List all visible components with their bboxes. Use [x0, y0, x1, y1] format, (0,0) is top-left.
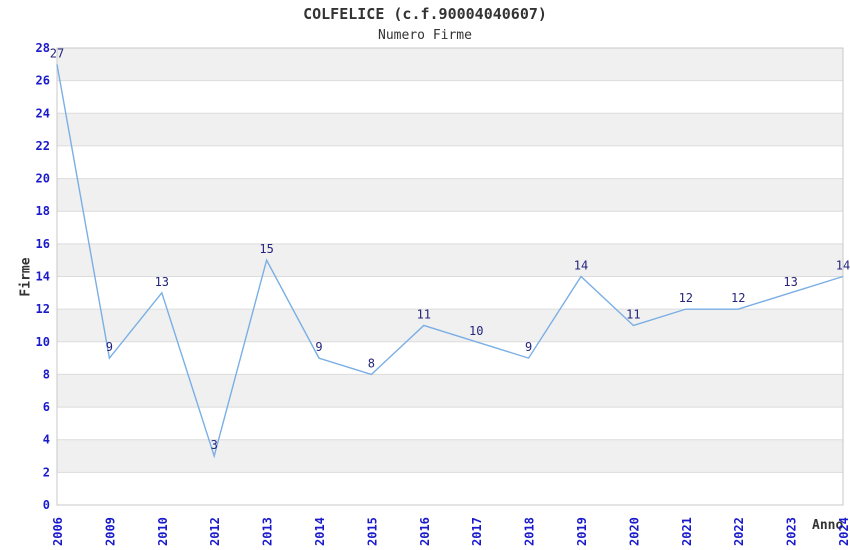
y-tick-label: 0	[43, 498, 50, 512]
data-point-label: 9	[315, 340, 322, 354]
data-point-label: 14	[836, 259, 850, 273]
y-tick-label: 6	[43, 400, 50, 414]
data-point-label: 11	[417, 307, 431, 321]
plot-band	[57, 113, 843, 146]
plot-band	[57, 48, 843, 81]
x-tick-label: 2018	[523, 517, 537, 546]
chart-title: COLFELICE (c.f.90004040607)	[303, 5, 547, 23]
data-point-label: 9	[525, 340, 532, 354]
x-tick-label: 2012	[208, 517, 222, 546]
plot-band	[57, 374, 843, 408]
x-tick-label: 2006	[51, 517, 65, 546]
data-point-label: 15	[259, 242, 273, 256]
y-tick-label: 24	[36, 106, 50, 120]
y-tick-label: 22	[36, 139, 50, 153]
x-tick-label: 2024	[837, 517, 850, 546]
y-tick-label: 8	[43, 367, 50, 381]
data-line	[56, 64, 844, 459]
plot-band	[57, 243, 843, 277]
x-tick-label: 2013	[261, 517, 275, 546]
data-point-label: 27	[50, 46, 64, 60]
data-point-label: 10	[469, 324, 483, 338]
y-tick-label: 18	[36, 204, 50, 218]
x-tick-label: 2022	[732, 517, 746, 546]
y-tick-label: 28	[36, 41, 50, 55]
data-point-label: 3	[211, 438, 218, 452]
data-point-label: 13	[783, 275, 797, 289]
x-tick-label: 2021	[680, 517, 694, 546]
x-tick-label: 2014	[313, 517, 327, 546]
chart-subtitle: Numero Firme	[378, 28, 472, 43]
x-tick-label: 2016	[418, 517, 432, 546]
x-tick-label: 2023	[785, 517, 799, 546]
y-tick-label: 4	[43, 433, 50, 447]
x-tick-label: 2019	[575, 517, 589, 546]
data-point-label: 13	[155, 275, 169, 289]
y-tick-label: 10	[36, 335, 50, 349]
y-tick-label: 2	[43, 465, 50, 479]
data-point-label: 9	[106, 340, 113, 354]
data-point-label: 14	[574, 259, 588, 273]
y-tick-label: 20	[36, 172, 50, 186]
plot-band	[57, 178, 843, 212]
data-point-label: 8	[368, 356, 375, 370]
x-tick-label: 2017	[470, 517, 484, 546]
y-tick-label: 16	[36, 237, 50, 251]
y-tick-label: 12	[36, 302, 50, 316]
x-axis-title: Anno	[812, 518, 844, 533]
x-tick-label: 2020	[627, 517, 641, 546]
x-tick-label: 2010	[156, 517, 170, 546]
plot-band	[57, 439, 843, 473]
y-tick-label: 26	[36, 74, 50, 88]
y-tick-label: 14	[36, 270, 50, 284]
data-point-label: 11	[626, 307, 640, 321]
plot-band	[57, 309, 843, 342]
data-point-label: 12	[731, 291, 745, 305]
data-point-label: 12	[679, 291, 693, 305]
x-tick-label: 2009	[103, 517, 117, 546]
x-tick-label: 2015	[365, 517, 379, 546]
